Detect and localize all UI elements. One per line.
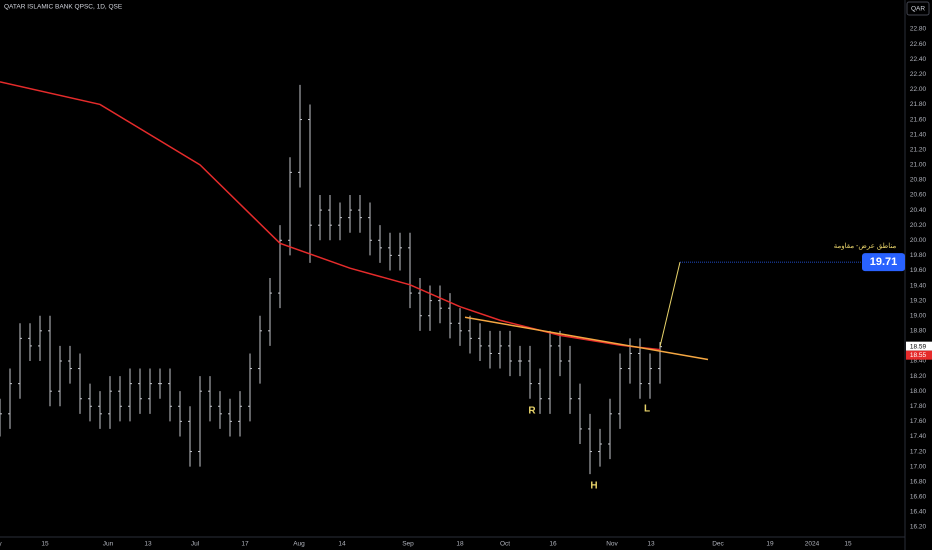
x-tick-label: 15 <box>844 541 852 548</box>
y-tick-label: 22.00 <box>910 86 927 93</box>
y-tick-label: 22.60 <box>910 41 927 48</box>
y-tick-label: 21.40 <box>910 131 927 138</box>
x-tick-label: Aug <box>293 541 305 548</box>
y-tick-label: 22.40 <box>910 56 927 63</box>
y-tick-label: 17.00 <box>910 463 927 470</box>
y-tick-label: 20.40 <box>910 207 927 214</box>
y-tick-label: 20.20 <box>910 222 927 229</box>
y-tick-label: 16.20 <box>910 524 927 531</box>
y-tick-label: 20.60 <box>910 192 927 199</box>
y-tick-label: 21.00 <box>910 162 927 169</box>
x-tick-label: 19 <box>766 541 774 548</box>
y-tick-label: 17.80 <box>910 403 927 410</box>
x-tick-label: 15 <box>41 541 49 548</box>
x-tick-label: Jun <box>103 541 114 548</box>
y-tick-label: 16.60 <box>910 494 927 501</box>
y-tick-label: 16.80 <box>910 478 927 485</box>
y-tick-label: 17.40 <box>910 433 927 440</box>
x-tick-label: 17 <box>241 541 249 548</box>
y-tick-label: 19.80 <box>910 252 927 259</box>
target-box <box>862 253 905 272</box>
x-tick-label: Jul <box>191 541 200 548</box>
currency-box <box>906 1 930 16</box>
y-tick-label: 17.20 <box>910 448 927 455</box>
x-tick-label: 16 <box>549 541 557 548</box>
x-tick-label: 2024 <box>805 541 820 548</box>
price-value: 18.59 <box>910 343 927 350</box>
projection <box>659 262 681 347</box>
y-tick-label: 19.20 <box>910 297 927 304</box>
y-tick-label: 18.00 <box>910 388 927 395</box>
y-tick-label: 20.00 <box>910 237 927 244</box>
y-tick-label: 18.80 <box>910 328 927 335</box>
y-tick-label: 18.40 <box>910 358 927 365</box>
y-tick-label: 17.60 <box>910 418 927 425</box>
y-tick-label: 21.60 <box>910 116 927 123</box>
x-tick-label: 14 <box>338 541 346 548</box>
y-tick-label: 19.40 <box>910 282 927 289</box>
target-value: 19.71 <box>870 256 898 268</box>
x-tick-label: Nov <box>606 541 618 548</box>
y-tick-label: 21.20 <box>910 146 927 153</box>
ma-box <box>906 350 932 360</box>
x-tick-label: 18 <box>456 541 464 548</box>
pattern-label: R <box>528 406 536 417</box>
pattern-label: H <box>590 481 597 492</box>
y-tick-label: 22.80 <box>910 26 927 33</box>
y-tick-label: 22.20 <box>910 71 927 78</box>
x-tick-label: 13 <box>647 541 655 548</box>
ma-value: 18.55 <box>910 352 927 359</box>
pattern-label: L <box>644 404 650 415</box>
x-tick-label: y <box>0 541 2 548</box>
x-tick-label: Dec <box>712 541 724 548</box>
trendline <box>464 316 709 361</box>
y-tick-label: 16.40 <box>910 509 927 516</box>
y-tick-label: 20.80 <box>910 177 927 184</box>
target-note: مناطق عرض- مقاومة <box>834 242 897 250</box>
x-tick-label: Oct <box>500 541 510 548</box>
currency[interactable]: QAR <box>911 6 925 13</box>
y-tick-label: 19.00 <box>910 312 927 319</box>
moving-average <box>0 81 661 351</box>
y-tick-label: 18.20 <box>910 373 927 380</box>
y-tick-label: 21.80 <box>910 101 927 108</box>
y-tick-label: 19.60 <box>910 267 927 274</box>
chart-title: QATAR ISLAMIC BANK QPSC, 1D, QSE <box>4 4 123 11</box>
x-tick-label: 13 <box>144 541 152 548</box>
price-box <box>906 341 932 351</box>
x-tick-label: Sep <box>402 541 414 548</box>
